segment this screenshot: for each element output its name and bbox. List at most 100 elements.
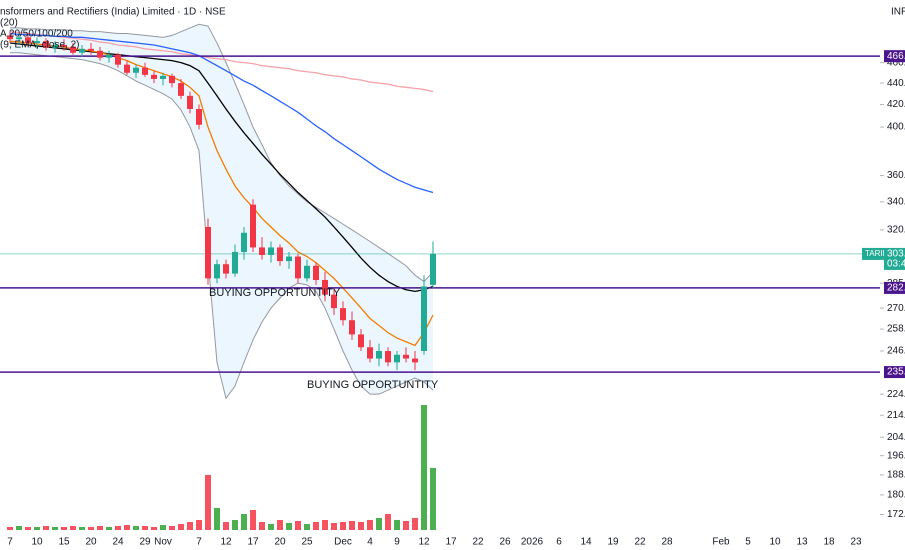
candle-body bbox=[430, 253, 436, 285]
band-edge bbox=[10, 52, 434, 400]
candle-body bbox=[52, 44, 58, 48]
volume-bar bbox=[367, 520, 373, 530]
candle-body bbox=[403, 354, 409, 359]
candle-body bbox=[61, 44, 67, 47]
volume-bar bbox=[250, 510, 256, 530]
price-label-box bbox=[884, 281, 905, 294]
y-tick-label: 224.0 bbox=[887, 389, 905, 400]
x-tick-label: 12 bbox=[418, 537, 430, 548]
candle-body bbox=[331, 294, 337, 309]
x-tick-label: 22 bbox=[634, 537, 646, 548]
candle-body bbox=[142, 67, 148, 75]
candle-body bbox=[277, 247, 283, 262]
x-tick-label: 22 bbox=[472, 537, 484, 548]
volume-bar bbox=[34, 527, 40, 530]
volume-bar bbox=[187, 522, 193, 530]
candle-body bbox=[106, 54, 112, 58]
volume-bar bbox=[160, 525, 166, 530]
candle-body bbox=[232, 251, 238, 274]
candle-body bbox=[349, 320, 355, 335]
candle-body bbox=[196, 108, 202, 125]
x-tick-label: 9 bbox=[394, 537, 400, 548]
volume-bar bbox=[268, 524, 274, 530]
candle-body bbox=[340, 308, 346, 321]
legend-line: (9, EMA, close, 2) bbox=[0, 40, 79, 51]
x-tick-label: 12 bbox=[220, 537, 232, 548]
volume-bar bbox=[430, 468, 436, 530]
y-tick-label: 246.0 bbox=[887, 346, 905, 357]
candle-body bbox=[412, 358, 418, 363]
x-tick-label: 4 bbox=[367, 537, 373, 548]
candle-body bbox=[376, 350, 382, 359]
legend: nsformers and Rectifiers (India) Limited… bbox=[0, 7, 226, 51]
volume-bar bbox=[97, 526, 103, 530]
candle-body bbox=[250, 204, 256, 248]
candle-body bbox=[241, 232, 247, 252]
candle-body bbox=[115, 54, 121, 65]
volume-bar bbox=[286, 523, 292, 530]
candle-body bbox=[178, 83, 184, 96]
volume-bar bbox=[349, 521, 355, 530]
candle-body bbox=[205, 226, 211, 279]
volume-bar bbox=[205, 475, 211, 530]
x-tick-label: 2026 bbox=[521, 537, 544, 548]
x-tick-label: 24 bbox=[112, 537, 124, 548]
legend-line: A 20/50/100/200 bbox=[0, 29, 73, 40]
volume-bar bbox=[385, 514, 391, 530]
candle-body bbox=[133, 67, 139, 73]
price-label: 235.0 bbox=[887, 367, 905, 378]
volume-bar bbox=[124, 525, 130, 530]
candle-body bbox=[313, 265, 319, 280]
x-tick-label: 25 bbox=[301, 537, 313, 548]
volume-bar bbox=[376, 518, 382, 530]
y-tick-label: 180.0 bbox=[887, 490, 905, 501]
volume-bar bbox=[88, 527, 94, 530]
y-tick-label: 400.0 bbox=[887, 122, 905, 133]
y-tick-label: 204.0 bbox=[887, 432, 905, 443]
volume-bar bbox=[61, 527, 67, 530]
annotation: BUYING OPPORTUNTITY bbox=[209, 287, 341, 299]
band-fill bbox=[10, 24, 433, 399]
volume-bar bbox=[259, 522, 265, 530]
volume-bar bbox=[79, 527, 85, 530]
y-tick-label: 460.0 bbox=[887, 57, 905, 68]
y-tick-label: 196.0 bbox=[887, 450, 905, 461]
x-tick-label: 13 bbox=[796, 537, 808, 548]
volume-bar bbox=[178, 524, 184, 530]
currency: INR bbox=[891, 7, 905, 18]
y-tick-label: 440.0 bbox=[887, 78, 905, 89]
volume-bar bbox=[241, 514, 247, 530]
volume-bar bbox=[313, 522, 319, 530]
candle-body bbox=[70, 46, 76, 53]
x-tick-label: 5 bbox=[745, 537, 751, 548]
x-tick-label: 20 bbox=[85, 537, 97, 548]
symbol-label: TARIL bbox=[865, 249, 888, 258]
candle-body bbox=[286, 256, 292, 262]
symbol-box bbox=[862, 247, 884, 260]
volume-bar bbox=[358, 522, 364, 530]
volume-bar bbox=[196, 520, 202, 530]
price-label: 466.5 bbox=[887, 51, 905, 62]
x-tick-label: 28 bbox=[661, 537, 673, 548]
candle-body bbox=[16, 37, 22, 40]
volume-bar bbox=[16, 526, 22, 530]
moving-average bbox=[9, 31, 434, 93]
x-tick-label: 7 bbox=[7, 537, 13, 548]
candle-body bbox=[214, 264, 220, 279]
volume-bar bbox=[142, 526, 148, 530]
candle-body bbox=[268, 247, 274, 255]
candle-body bbox=[88, 48, 94, 51]
moving-average bbox=[9, 32, 434, 194]
volume-bar bbox=[412, 518, 418, 530]
candle-body bbox=[304, 265, 310, 279]
volume-bar bbox=[340, 522, 346, 530]
candle-body bbox=[97, 50, 103, 58]
volume-bar bbox=[295, 521, 301, 530]
x-tick-label: 26 bbox=[499, 537, 511, 548]
candle-body bbox=[322, 279, 328, 295]
y-tick-label: 340.0 bbox=[887, 197, 905, 208]
axes: 460.0440.0420.0400.0360.0340.0320.0285.0… bbox=[7, 50, 905, 548]
x-tick-label: 10 bbox=[769, 537, 781, 548]
x-tick-label: 6 bbox=[556, 537, 562, 548]
